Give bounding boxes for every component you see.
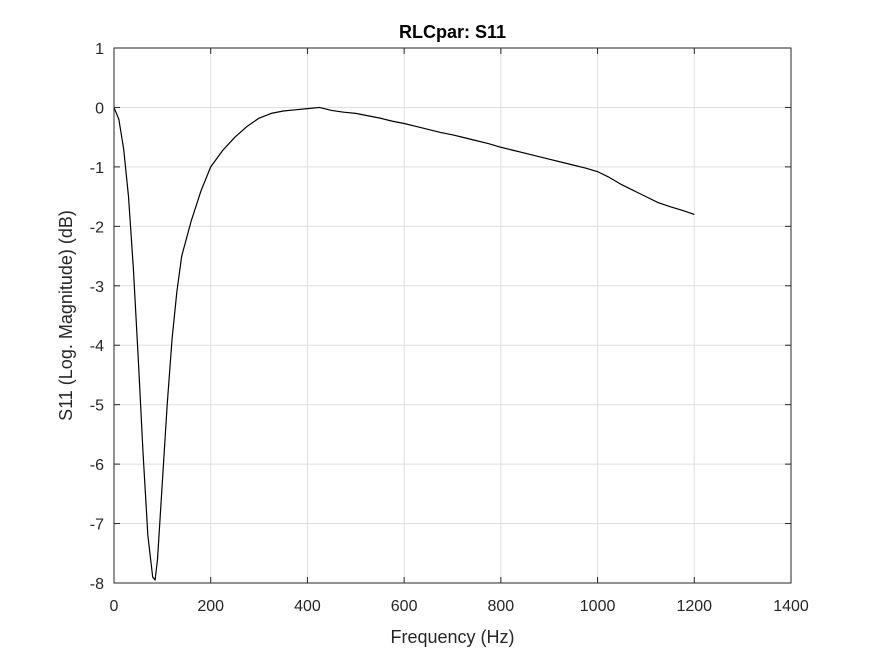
y-tick-label: -7 bbox=[90, 517, 104, 534]
y-tick-label: 1 bbox=[95, 41, 104, 58]
x-axis-ticks: 0 200 400 600 800 1000 1200 1400 bbox=[110, 48, 809, 615]
x-tick-label: 1200 bbox=[676, 598, 712, 615]
x-tick-label: 400 bbox=[294, 598, 321, 615]
x-tick-label: 0 bbox=[110, 598, 119, 615]
y-tick-label: -2 bbox=[90, 219, 104, 236]
x-axis-label: Frequency (Hz) bbox=[390, 627, 514, 647]
y-tick-label: -8 bbox=[90, 576, 104, 593]
y-axis-label: S11 (Log. Magnitude) (dB) bbox=[56, 210, 76, 421]
x-tick-label: 1400 bbox=[773, 598, 809, 615]
y-tick-label: -4 bbox=[90, 338, 104, 355]
axes-box bbox=[113, 47, 792, 584]
s11-series-line bbox=[113, 106, 695, 581]
x-tick-label: 800 bbox=[488, 598, 515, 615]
x-tick-label: 200 bbox=[197, 598, 224, 615]
y-tick-label: -6 bbox=[90, 457, 104, 474]
x-tick-label: 1000 bbox=[580, 598, 616, 615]
y-tick-label: -1 bbox=[90, 160, 104, 177]
chart-title: RLCpar: S11 bbox=[399, 22, 506, 42]
y-tick-label: -5 bbox=[90, 398, 104, 415]
y-tick-label: 0 bbox=[95, 100, 104, 117]
y-tick-label: -3 bbox=[90, 279, 104, 296]
y-axis-ticks: 1 0 -1 -2 -3 -4 -5 -6 -7 -8 bbox=[90, 41, 791, 593]
x-tick-label: 600 bbox=[391, 598, 418, 615]
plot-area bbox=[114, 48, 791, 583]
